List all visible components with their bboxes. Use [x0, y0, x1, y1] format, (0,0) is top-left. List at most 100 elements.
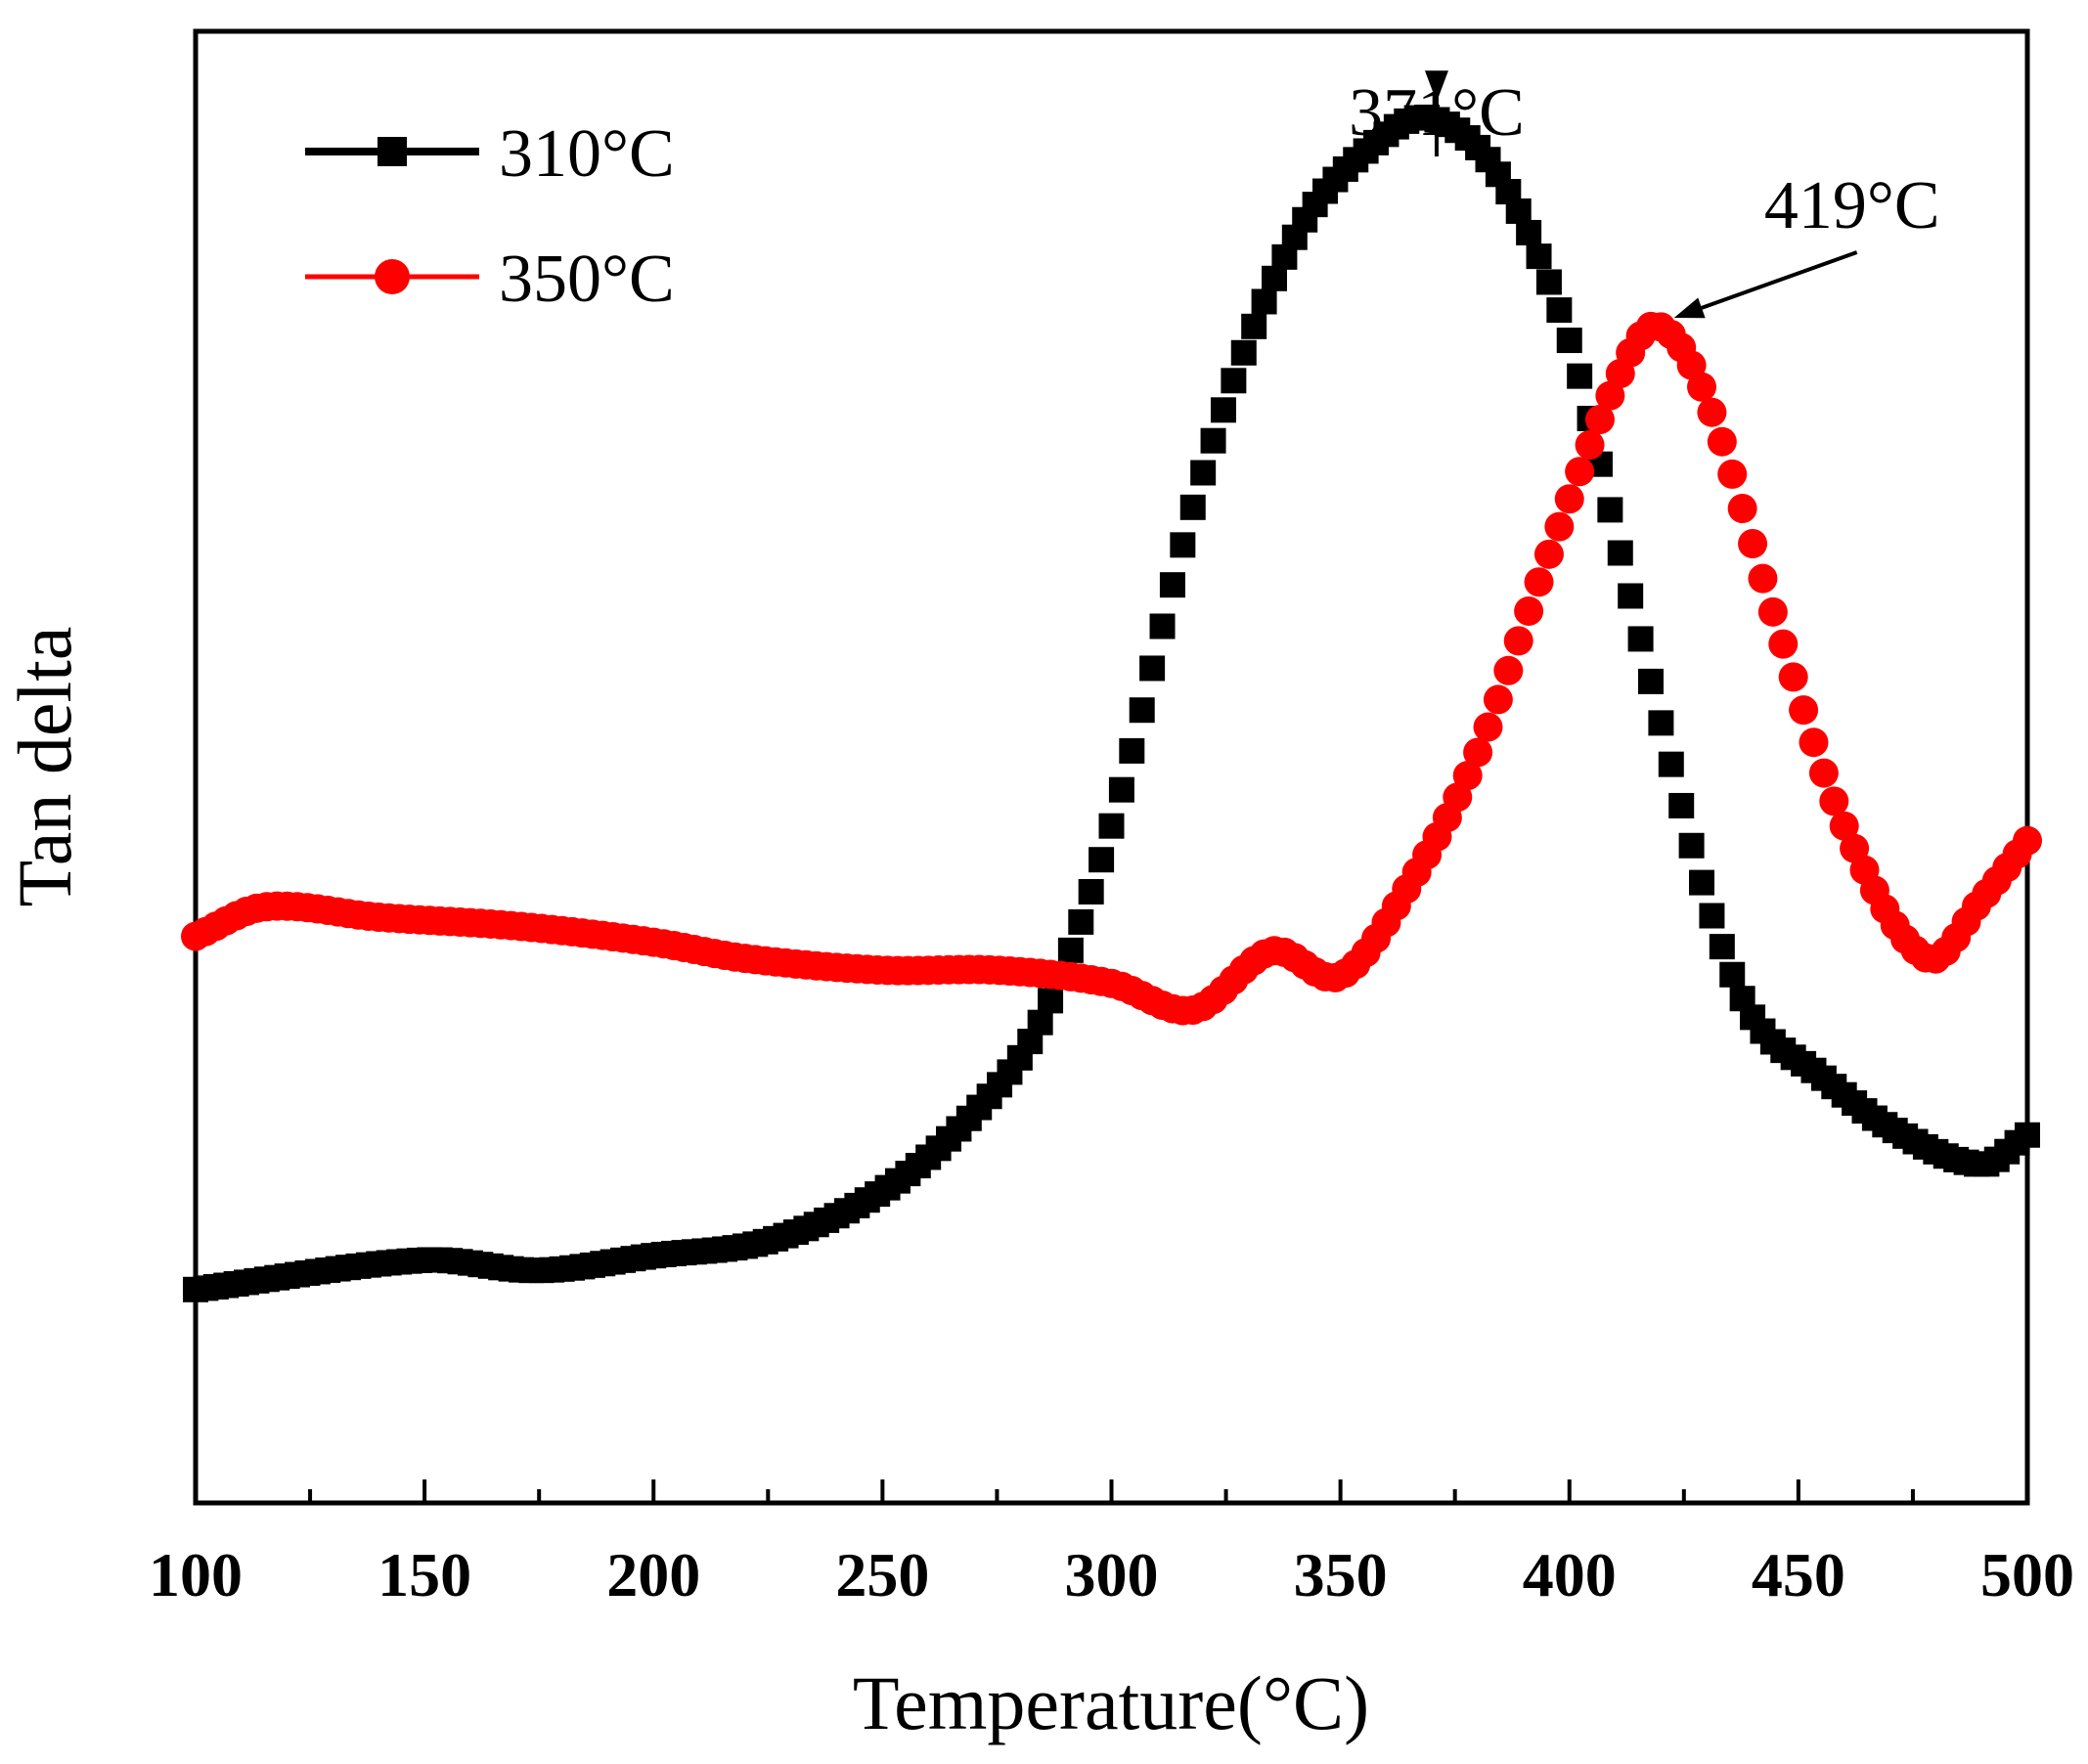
data-point-square — [1068, 908, 1094, 935]
data-point-square — [1230, 339, 1257, 366]
data-point-square — [1699, 903, 1725, 929]
plot-area-frame — [193, 28, 2030, 1506]
data-point-circle — [1514, 595, 1544, 626]
data-point-square — [1179, 494, 1206, 520]
series-350 — [181, 311, 2042, 1026]
data-point-square — [1526, 243, 1552, 270]
data-point-circle — [1768, 629, 1799, 659]
data-point-square — [1516, 219, 1542, 245]
data-point-square — [1221, 368, 1247, 394]
data-point-square — [1088, 847, 1115, 873]
data-point-circle — [1738, 529, 1768, 559]
x-tick-label: 500 — [1980, 1540, 2074, 1610]
data-point-circle — [2013, 825, 2042, 856]
x-tick-label: 250 — [835, 1540, 929, 1610]
legend: 310°C 350°C — [305, 116, 675, 317]
data-point-square — [1078, 879, 1104, 905]
data-point-square — [1567, 363, 1593, 389]
data-point-square — [1607, 540, 1633, 566]
data-point-square — [1251, 288, 1277, 315]
data-point-square — [1261, 265, 1287, 291]
data-point-square — [1190, 460, 1217, 486]
x-tick-label: 350 — [1294, 1540, 1388, 1610]
data-point-square — [1057, 937, 1084, 963]
data-point-square — [1149, 613, 1176, 639]
data-point-circle — [1575, 430, 1605, 461]
data-point-circle — [1473, 712, 1503, 742]
annotations: 371°C 419°C — [1349, 70, 1940, 319]
data-point-circle — [1748, 563, 1778, 594]
annotation-arrow-shaft — [1701, 250, 1858, 310]
data-point-circle — [1554, 484, 1584, 514]
data-point-circle — [1595, 380, 1625, 411]
data-point-circle — [1524, 567, 1554, 597]
annotation-label: 371°C — [1349, 75, 1525, 151]
data-point-square — [1627, 626, 1654, 652]
data-point-circle — [1757, 596, 1788, 627]
data-point-circle — [1584, 404, 1615, 434]
data-point-circle — [1819, 786, 1849, 816]
legend-marker-circle — [375, 259, 410, 294]
data-point-square — [1678, 832, 1705, 859]
data-point-circle — [1829, 811, 1859, 841]
data-point-square — [1038, 988, 1064, 1014]
x-tick-label: 150 — [378, 1540, 471, 1610]
data-point-square — [1159, 572, 1185, 598]
x-tick-label: 200 — [606, 1540, 700, 1610]
x-axis-title: Temperature(°C) — [853, 1660, 1369, 1745]
series-layer — [181, 104, 2042, 1302]
data-point-square — [1098, 813, 1125, 839]
data-point-circle — [1727, 494, 1757, 524]
data-point-square — [1027, 1009, 1053, 1036]
data-point-square — [1719, 961, 1746, 988]
data-point-circle — [1533, 539, 1564, 569]
data-point-square — [1210, 397, 1236, 423]
data-point-circle — [1493, 655, 1524, 685]
data-point-square — [1170, 532, 1196, 558]
x-tick-label: 400 — [1523, 1540, 1617, 1610]
data-point-circle — [1452, 761, 1483, 791]
data-point-square — [1108, 776, 1134, 803]
data-point-square — [1556, 328, 1582, 354]
x-axis-tick-labels: 100 150 200 250 300 350 400 450 500 — [149, 1540, 2074, 1610]
data-point-circle — [1544, 511, 1575, 542]
data-point-circle — [1565, 457, 1595, 487]
legend-marker-square — [378, 137, 407, 166]
x-axis-ticks — [194, 1479, 2029, 1503]
data-point-square — [1546, 297, 1573, 324]
data-point-square — [1648, 710, 1674, 736]
data-point-square — [2015, 1122, 2040, 1148]
data-point-square — [1129, 697, 1155, 724]
data-point-square — [1241, 313, 1267, 339]
series-310 — [183, 104, 2040, 1302]
data-point-square — [1535, 269, 1562, 295]
data-point-circle — [1697, 397, 1727, 427]
data-point-circle — [1503, 626, 1533, 656]
data-point-square — [1597, 497, 1623, 523]
x-tick-label: 100 — [149, 1540, 243, 1610]
x-tick-label: 450 — [1752, 1540, 1845, 1610]
annotation-label: 419°C — [1764, 168, 1940, 243]
data-point-circle — [1789, 695, 1819, 726]
data-point-square — [1505, 198, 1532, 224]
annotation-arrowhead — [1424, 70, 1448, 103]
data-point-circle — [1717, 459, 1748, 489]
annotation-arrowhead — [1673, 297, 1706, 319]
data-point-circle — [1778, 662, 1808, 692]
x-tick-label: 300 — [1065, 1540, 1159, 1610]
data-point-square — [1689, 869, 1715, 896]
data-point-circle — [1707, 426, 1737, 457]
data-point-square — [1618, 583, 1644, 609]
data-point-circle — [1808, 758, 1839, 788]
data-point-square — [1637, 668, 1664, 694]
y-axis-title: Tan delta — [2, 627, 87, 907]
data-point-circle — [1463, 737, 1493, 768]
data-point-square — [1668, 792, 1695, 818]
legend-label-310: 310°C — [499, 116, 675, 192]
data-point-square — [1709, 934, 1735, 960]
data-point-square — [1139, 655, 1166, 682]
data-point-square — [1658, 751, 1684, 777]
data-point-circle — [1483, 684, 1513, 715]
data-point-circle — [1676, 350, 1707, 380]
